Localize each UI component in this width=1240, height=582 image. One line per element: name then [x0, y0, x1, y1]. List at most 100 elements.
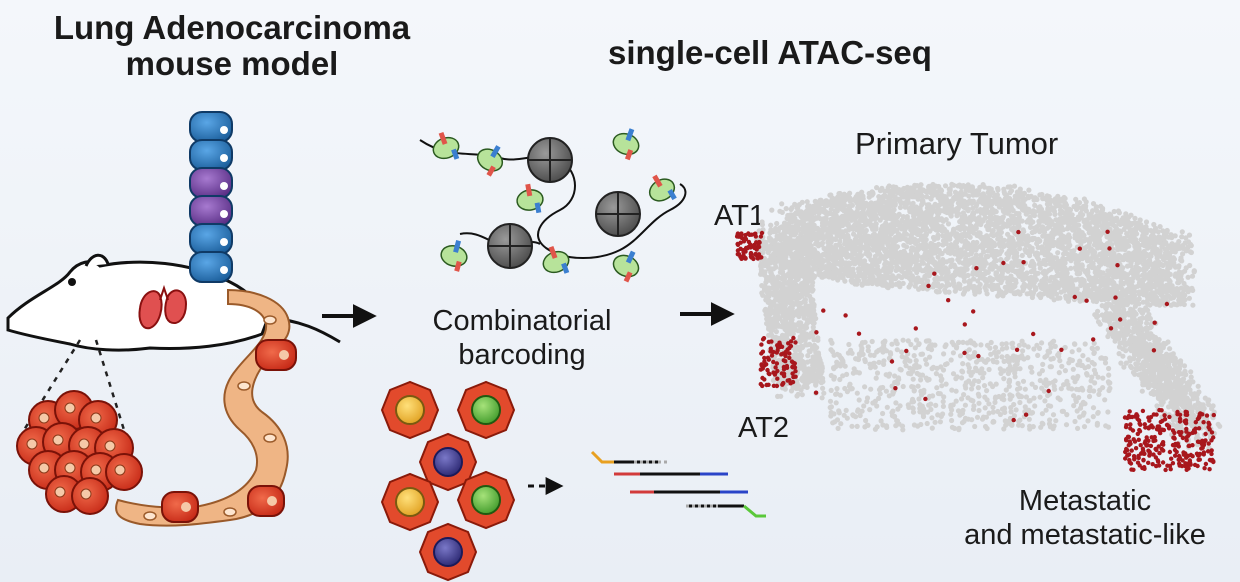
- cloud-point: [912, 283, 918, 289]
- cloud-point: [1136, 251, 1142, 257]
- cloud-point: [790, 245, 796, 251]
- cloud-point: [1030, 208, 1037, 214]
- cloud-point: [1185, 289, 1191, 295]
- cloud-point: [818, 197, 824, 203]
- cloud-point: [1105, 268, 1111, 274]
- cloud-point: [775, 247, 781, 253]
- dna-fragment-icon: [590, 450, 766, 518]
- cloud-point: [1110, 274, 1117, 280]
- cloud-point: [892, 212, 898, 218]
- cloud-point: [932, 259, 938, 265]
- cloud-point: [800, 217, 806, 223]
- cloud-point: [1124, 252, 1130, 258]
- cloud-point: [774, 220, 780, 227]
- cloud-point: [1142, 285, 1148, 291]
- cloud-point: [1050, 227, 1056, 233]
- cloud-point: [889, 281, 895, 287]
- cloud-point: [773, 264, 779, 270]
- cloud-point: [1066, 212, 1072, 218]
- cloud-point: [798, 286, 804, 292]
- cloud-point: [1071, 288, 1077, 294]
- cloud-point: [945, 249, 951, 255]
- cloud-point: [802, 337, 808, 343]
- metastatic-label-line-2: and metastatic-like: [964, 519, 1206, 551]
- cloud-point: [857, 204, 863, 211]
- cloud-point: [976, 284, 982, 290]
- cloud-point: [866, 218, 872, 224]
- cloud-point: [819, 229, 825, 235]
- cloud-point: [954, 235, 960, 242]
- cloud-point: [863, 227, 869, 234]
- cloud-point: [1071, 227, 1077, 233]
- cloud-point: [893, 275, 899, 281]
- cloud-point: [1113, 236, 1119, 242]
- cloud-point: [1158, 269, 1164, 275]
- cloud-point: [871, 257, 877, 263]
- cloud-point: [839, 195, 845, 201]
- cloud-point: [1152, 270, 1158, 276]
- cloud-point: [888, 261, 895, 267]
- title-left-line-2: mouse model: [125, 45, 339, 82]
- cloud-point: [974, 272, 980, 278]
- cloud-point: [820, 385, 826, 391]
- cloud-point: [793, 218, 799, 224]
- cloud-point: [1082, 217, 1088, 223]
- cloud-point: [916, 216, 922, 222]
- cloud-point: [1051, 261, 1057, 267]
- cloud-point: [858, 234, 864, 240]
- cloud-point: [1015, 217, 1021, 223]
- cloud-point: [947, 191, 953, 197]
- cloud-point: [800, 273, 806, 279]
- cloud-point: [962, 184, 968, 190]
- cloud-point: [1125, 280, 1131, 286]
- cloud-point: [1046, 267, 1052, 273]
- cloud-point: [1033, 227, 1039, 233]
- cloud-point: [1049, 205, 1055, 211]
- cloud-point: [1190, 302, 1196, 308]
- cloud-point: [1066, 254, 1072, 260]
- cloud-point: [914, 251, 920, 257]
- cloud-point: [824, 233, 830, 240]
- cloud-point: [1146, 241, 1152, 247]
- cloud-point: [859, 281, 865, 287]
- cloud-point: [829, 218, 835, 225]
- cloud-point: [1099, 207, 1106, 213]
- cloud-point: [853, 258, 860, 264]
- cloud-point: [1179, 293, 1185, 299]
- cloud-point: [1121, 226, 1127, 232]
- title-single-cell-atac: single-cell ATAC-seq: [608, 34, 932, 71]
- cloud-point: [1010, 241, 1016, 247]
- title-lung-adenocarcinoma: Lung Adenocarcinoma mouse model: [22, 10, 442, 82]
- cloud-point: [866, 251, 872, 257]
- cloud-point: [1181, 301, 1187, 308]
- cloud-point: [812, 273, 818, 279]
- cloud-point: [1020, 227, 1026, 233]
- cloud-point: [993, 209, 999, 215]
- cloud-point: [826, 263, 832, 269]
- cloud-point: [1000, 224, 1006, 230]
- cloud-point: [909, 228, 915, 235]
- cloud-point: [901, 270, 907, 276]
- cloud-point: [1100, 281, 1106, 287]
- cloud-point: [1044, 249, 1050, 255]
- cloud-point: [836, 191, 842, 197]
- cloud-point: [909, 192, 916, 198]
- cloud-point: [981, 249, 987, 255]
- cloud-point: [1050, 242, 1056, 249]
- cloud-point: [765, 249, 771, 256]
- cloud-point: [1045, 255, 1051, 261]
- cloud-point: [1138, 256, 1144, 262]
- cloud-point: [1133, 269, 1139, 275]
- cloud-point: [1010, 276, 1016, 283]
- cloud-point: [828, 238, 834, 244]
- cloud-point: [879, 185, 885, 191]
- cloud-point: [758, 266, 764, 272]
- cloud-point: [849, 279, 855, 285]
- lung-icon: [138, 284, 188, 330]
- cloud-point: [981, 237, 987, 244]
- cloud-point: [1068, 265, 1074, 271]
- cloud-point: [1166, 263, 1172, 269]
- cloud-point: [848, 252, 854, 258]
- cloud-point: [918, 279, 924, 285]
- cloud-point: [1140, 232, 1146, 238]
